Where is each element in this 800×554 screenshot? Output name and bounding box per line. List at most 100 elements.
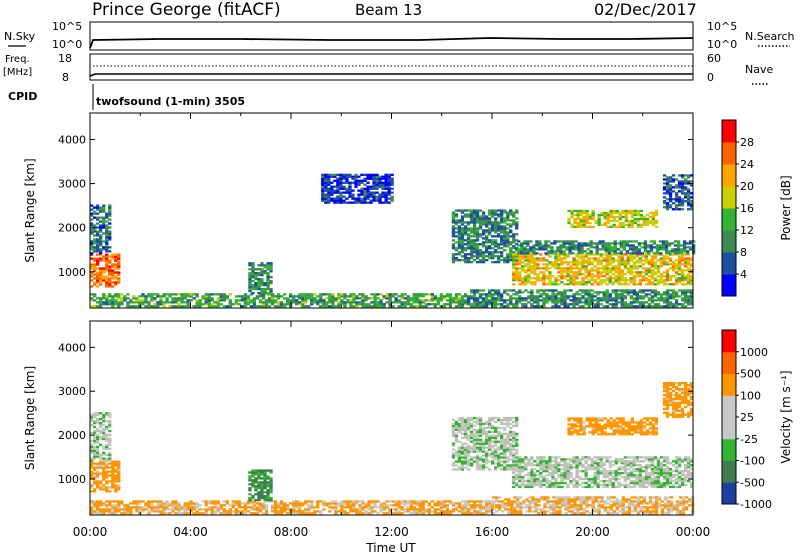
heatmap-cell: [560, 301, 564, 304]
heatmap-cell: [677, 281, 682, 284]
heatmap-cell: [466, 502, 471, 505]
heatmap-cell: [105, 216, 109, 219]
heatmap-cell: [460, 241, 465, 244]
heatmap-cell: [676, 246, 681, 249]
heatmap-cell: [375, 187, 379, 190]
heatmap-cell: [674, 186, 679, 189]
heatmap-cell: [93, 210, 97, 213]
heatmap-cell: [581, 297, 585, 300]
heatmap-cell: [593, 295, 597, 298]
heatmap-cell: [566, 253, 570, 256]
heatmap-cell: [266, 497, 270, 500]
heatmap-cell: [674, 277, 679, 280]
heatmap-cell: [457, 468, 462, 471]
heatmap-cell: [257, 493, 261, 496]
heatmap-cell: [535, 240, 539, 243]
heatmap-cell: [478, 289, 483, 292]
heatmap-cell: [690, 257, 694, 260]
heatmap-cell: [222, 299, 226, 302]
heatmap-cell: [625, 242, 629, 245]
heatmap-cell: [566, 295, 570, 298]
heatmap-cell: [263, 473, 267, 476]
heatmap-cell: [512, 245, 516, 248]
heatmap-cell: [658, 252, 663, 255]
power-plot-frame: [89, 112, 694, 309]
heatmap-cell: [286, 297, 290, 300]
heatmap-cell: [454, 436, 459, 439]
heatmap-cell: [93, 305, 97, 308]
heatmap-cell: [620, 293, 624, 296]
heatmap-cell: [108, 459, 112, 462]
heatmap-cell: [126, 506, 130, 509]
heatmap-cell: [99, 238, 103, 241]
heatmap-cell: [307, 305, 311, 308]
heatmap-cell: [370, 297, 374, 300]
heatmap-cell: [105, 435, 109, 439]
heatmap-cell: [298, 508, 302, 511]
heatmap-cell: [633, 211, 637, 215]
heatmap-cell: [409, 512, 413, 515]
heatmap-cell: [339, 193, 343, 196]
heatmap-cell: [114, 303, 118, 306]
heatmap-cell: [687, 301, 691, 304]
heatmap-cell: [630, 211, 634, 215]
heatmap-cell: [421, 508, 425, 511]
heatmap-cell: [442, 295, 447, 298]
heatmap-cell: [264, 500, 269, 503]
heatmap-cell: [550, 250, 554, 253]
heatmap-cell: [102, 240, 106, 243]
heatmap-cell: [105, 234, 109, 237]
heatmap-cell: [677, 202, 682, 205]
heatmap-cell: [213, 502, 217, 505]
heatmap-cell: [342, 195, 346, 198]
heatmap-cell: [472, 448, 477, 451]
heatmap-cell: [460, 460, 465, 463]
heatmap-cell: [99, 236, 103, 239]
heatmap-cell: [454, 257, 459, 260]
heatmap-cell: [254, 272, 258, 275]
heatmap-cell: [475, 237, 480, 240]
heatmap-cell: [310, 303, 314, 306]
heatmap-cell: [509, 299, 513, 302]
heatmap-cell: [512, 219, 516, 222]
heatmap-cell: [494, 223, 498, 226]
heatmap-cell: [129, 502, 133, 505]
heatmap-cell: [289, 293, 293, 296]
heatmap-cell: [488, 211, 492, 214]
heatmap-cell: [400, 293, 404, 296]
heatmap-cell: [105, 236, 109, 239]
heatmap-cell: [340, 502, 344, 505]
heatmap-cell: [690, 299, 694, 302]
heatmap-cell: [621, 221, 625, 225]
heatmap-cell: [646, 244, 651, 247]
heatmap-cell: [463, 454, 468, 457]
heatmap-cell: [548, 255, 552, 258]
heatmap-cell: [204, 293, 208, 296]
heatmap-cell: [466, 424, 471, 428]
heatmap-cell: [497, 289, 501, 292]
heatmap-cell: [606, 211, 610, 215]
heatmap-cell: [607, 246, 611, 249]
heatmap-cell: [321, 183, 325, 186]
heatmap-cell: [111, 464, 115, 467]
heatmap-cell: [123, 504, 127, 507]
heatmap-cell: [653, 295, 658, 298]
heatmap-cell: [521, 477, 525, 481]
heatmap-cell: [385, 500, 389, 503]
heatmap-cell: [330, 191, 334, 194]
heatmap-cell: [162, 502, 166, 505]
heatmap-cell: [319, 301, 323, 304]
heatmap-cell: [363, 199, 367, 202]
heatmap-cell: [451, 434, 456, 437]
heatmap-cell: [478, 420, 483, 424]
heatmap-cell: [475, 442, 480, 445]
heatmap-cell: [512, 233, 516, 236]
heatmap-cell: [648, 211, 653, 215]
heatmap-cell: [433, 295, 437, 298]
heatmap-cell: [626, 303, 630, 306]
heatmap-cell: [96, 462, 100, 465]
heatmap-cell: [183, 502, 187, 505]
heatmap-cell: [195, 303, 199, 306]
heatmap-cell: [597, 221, 601, 225]
heatmap-cell: [159, 506, 163, 509]
